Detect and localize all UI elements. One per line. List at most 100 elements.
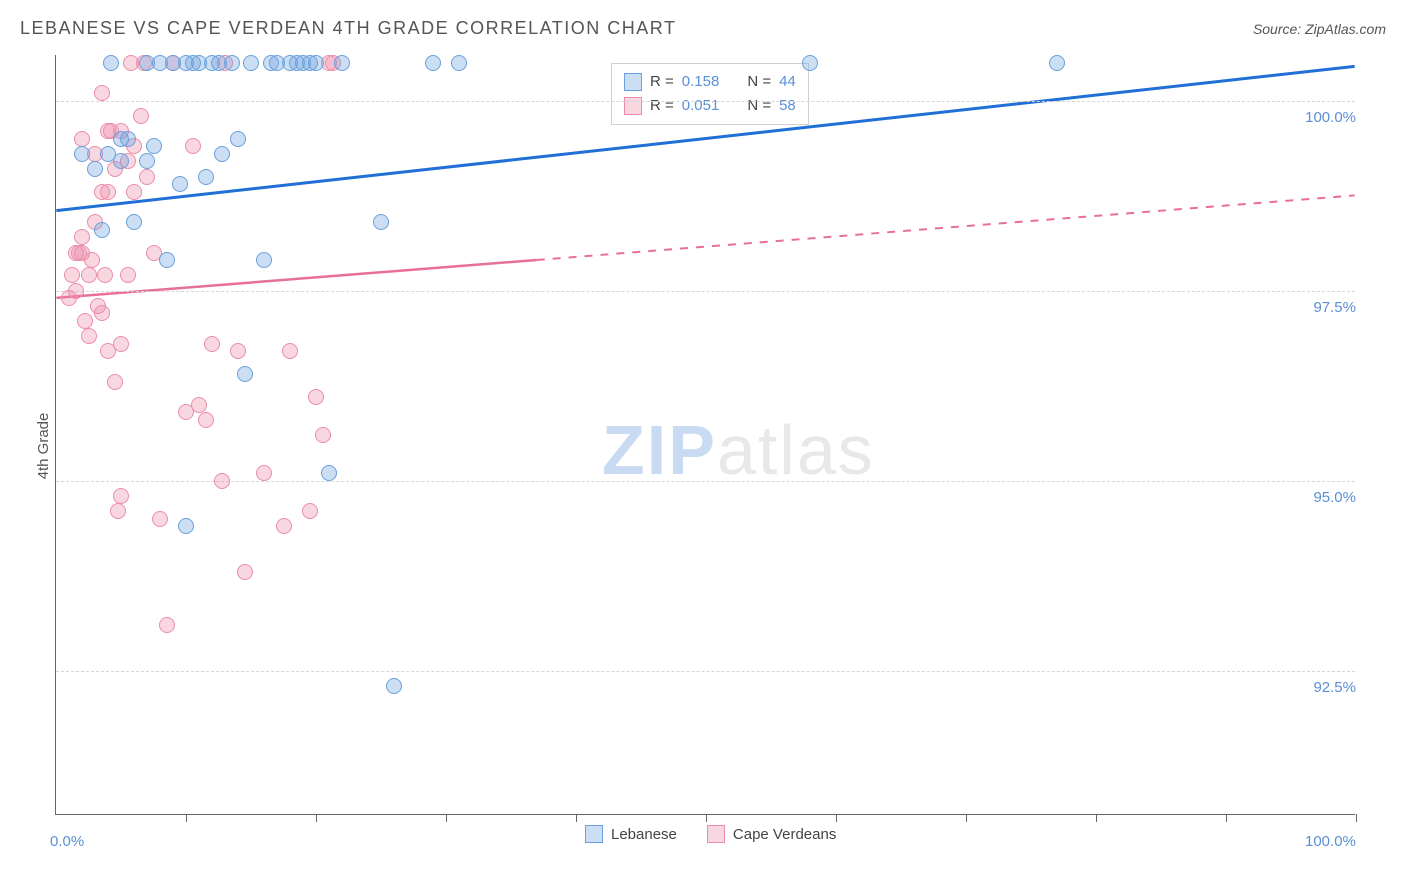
y-tick-label: 100.0% bbox=[1296, 109, 1356, 126]
scatter-point bbox=[110, 503, 126, 519]
scatter-point bbox=[276, 518, 292, 534]
x-tick bbox=[706, 814, 707, 822]
scatter-point bbox=[802, 55, 818, 71]
scatter-point bbox=[185, 138, 201, 154]
scatter-point bbox=[68, 283, 84, 299]
scatter-point bbox=[87, 161, 103, 177]
x-label-left: 0.0% bbox=[50, 833, 84, 850]
trend-lines-layer bbox=[56, 55, 1355, 814]
scatter-point bbox=[94, 305, 110, 321]
scatter-point bbox=[198, 412, 214, 428]
scatter-point bbox=[120, 131, 136, 147]
scatter-point bbox=[139, 169, 155, 185]
scatter-point bbox=[81, 328, 97, 344]
chart-header: LEBANESE VS CAPE VERDEAN 4TH GRADE CORRE… bbox=[20, 18, 1386, 39]
scatter-point bbox=[152, 511, 168, 527]
stats-legend-row: R = 0.051N = 58 bbox=[624, 94, 796, 118]
stats-legend: R = 0.158N = 44R = 0.051N = 58 bbox=[611, 63, 809, 125]
x-tick bbox=[576, 814, 577, 822]
source-attribution: Source: ZipAtlas.com bbox=[1253, 21, 1386, 37]
x-tick bbox=[836, 814, 837, 822]
source-name: ZipAtlas.com bbox=[1305, 21, 1386, 37]
scatter-point bbox=[84, 252, 100, 268]
y-tick-label: 92.5% bbox=[1296, 679, 1356, 696]
scatter-point bbox=[282, 343, 298, 359]
scatter-point bbox=[302, 503, 318, 519]
scatter-point bbox=[230, 343, 246, 359]
scatter-point bbox=[191, 397, 207, 413]
scatter-point bbox=[1049, 55, 1065, 71]
scatter-point bbox=[159, 252, 175, 268]
scatter-point bbox=[94, 85, 110, 101]
scatter-point bbox=[373, 214, 389, 230]
legend-label: Cape Verdeans bbox=[733, 826, 836, 843]
legend-label: Lebanese bbox=[611, 826, 677, 843]
scatter-point bbox=[126, 214, 142, 230]
scatter-point bbox=[74, 131, 90, 147]
scatter-point bbox=[113, 488, 129, 504]
scatter-point bbox=[100, 184, 116, 200]
scatter-point bbox=[74, 229, 90, 245]
x-tick bbox=[1356, 814, 1357, 822]
scatter-point bbox=[321, 465, 337, 481]
x-label-right: 100.0% bbox=[1305, 833, 1356, 850]
n-value: 58 bbox=[779, 94, 796, 118]
scatter-point bbox=[334, 55, 350, 71]
stats-legend-row: R = 0.158N = 44 bbox=[624, 70, 796, 94]
gridline bbox=[56, 671, 1355, 672]
trend-line-dashed bbox=[537, 195, 1355, 260]
scatter-point bbox=[315, 427, 331, 443]
scatter-point bbox=[256, 465, 272, 481]
gridline bbox=[56, 101, 1355, 102]
series-legend: Lebanese Cape Verdeans bbox=[585, 825, 836, 843]
r-label: R = bbox=[650, 70, 674, 94]
legend-swatch bbox=[624, 73, 642, 91]
legend-item: Lebanese bbox=[585, 825, 677, 843]
legend-swatch bbox=[585, 825, 603, 843]
r-value: 0.158 bbox=[682, 70, 720, 94]
scatter-point bbox=[308, 389, 324, 405]
scatter-point bbox=[146, 138, 162, 154]
scatter-point bbox=[386, 678, 402, 694]
r-value: 0.051 bbox=[682, 94, 720, 118]
source-prefix: Source: bbox=[1253, 21, 1305, 37]
legend-swatch bbox=[707, 825, 725, 843]
r-label: R = bbox=[650, 94, 674, 118]
x-tick bbox=[1096, 814, 1097, 822]
y-tick-label: 95.0% bbox=[1296, 489, 1356, 506]
scatter-point bbox=[178, 518, 194, 534]
scatter-point bbox=[214, 473, 230, 489]
scatter-point bbox=[120, 267, 136, 283]
scatter-point bbox=[214, 146, 230, 162]
n-value: 44 bbox=[779, 70, 796, 94]
scatter-point bbox=[204, 336, 220, 352]
scatter-point bbox=[77, 313, 93, 329]
x-tick bbox=[1226, 814, 1227, 822]
scatter-point bbox=[237, 564, 253, 580]
gridline bbox=[56, 291, 1355, 292]
y-axis-label: 4th Grade bbox=[35, 413, 52, 480]
scatter-point bbox=[113, 153, 129, 169]
scatter-point bbox=[97, 267, 113, 283]
scatter-point bbox=[107, 374, 123, 390]
scatter-point bbox=[74, 146, 90, 162]
chart-title: LEBANESE VS CAPE VERDEAN 4TH GRADE CORRE… bbox=[20, 18, 676, 39]
x-tick bbox=[316, 814, 317, 822]
scatter-point bbox=[139, 153, 155, 169]
scatter-point bbox=[256, 252, 272, 268]
gridline bbox=[56, 481, 1355, 482]
scatter-point bbox=[230, 131, 246, 147]
scatter-point bbox=[94, 222, 110, 238]
scatter-point bbox=[103, 55, 119, 71]
x-tick bbox=[186, 814, 187, 822]
scatter-point bbox=[133, 108, 149, 124]
scatter-point bbox=[64, 267, 80, 283]
scatter-point bbox=[451, 55, 467, 71]
scatter-point bbox=[425, 55, 441, 71]
scatter-point bbox=[113, 336, 129, 352]
x-tick bbox=[446, 814, 447, 822]
scatter-point bbox=[308, 55, 324, 71]
scatter-point bbox=[237, 366, 253, 382]
x-tick bbox=[966, 814, 967, 822]
legend-item: Cape Verdeans bbox=[707, 825, 836, 843]
